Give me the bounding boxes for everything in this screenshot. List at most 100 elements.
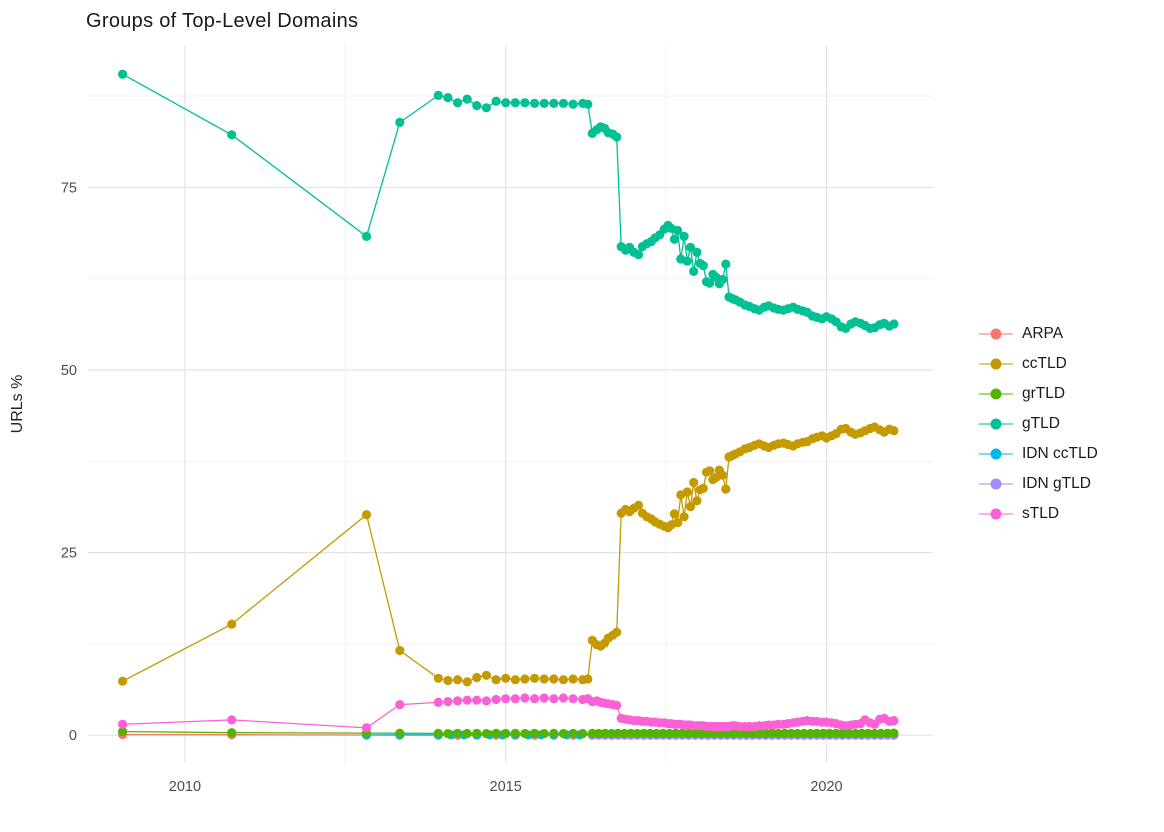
data-point-stld <box>472 696 481 705</box>
data-point-stld <box>530 694 539 703</box>
data-point-gtld <box>118 70 127 79</box>
data-point-cctld <box>453 675 462 684</box>
legend-key-idn-cctld <box>978 446 1014 462</box>
data-point-grtld <box>578 729 587 738</box>
data-point-gtld <box>511 98 520 107</box>
x-tick-label: 2020 <box>810 779 842 795</box>
data-point-grtld <box>395 729 404 738</box>
data-point-gtld <box>549 99 558 108</box>
data-point-cctld <box>889 426 898 435</box>
data-point-gtld <box>559 99 568 108</box>
data-point-stld <box>434 698 443 707</box>
legend-key-dot <box>991 509 1002 520</box>
x-tick-label: 2010 <box>169 779 201 795</box>
legend-item-idn-cctld: IDN ccTLD <box>978 439 1098 469</box>
data-point-stld <box>118 720 127 729</box>
data-point-gtld <box>699 261 708 270</box>
data-point-grtld <box>549 729 558 738</box>
legend-key-dot <box>991 329 1002 340</box>
series-stld <box>118 693 899 732</box>
legend-key-dot <box>991 359 1002 370</box>
data-point-gtld <box>689 267 698 276</box>
data-point-stld <box>889 716 898 725</box>
legend-item-grtld: grTLD <box>978 379 1098 409</box>
data-point-grtld <box>889 729 898 738</box>
legend-label: IDN gTLD <box>1022 475 1091 493</box>
x-tick-label: 2015 <box>490 779 522 795</box>
legend-key-dot <box>991 449 1002 460</box>
data-point-gtld <box>463 95 472 104</box>
data-point-cctld <box>520 674 529 683</box>
data-point-gtld <box>472 101 481 110</box>
series-gtld <box>118 70 899 333</box>
y-tick-label: 0 <box>69 728 77 744</box>
data-point-stld <box>395 700 404 709</box>
data-point-cctld <box>692 496 701 505</box>
gridlines <box>88 45 933 763</box>
data-point-cctld <box>689 478 698 487</box>
data-point-cctld <box>434 674 443 683</box>
data-point-grtld <box>492 729 501 738</box>
data-point-gtld <box>680 232 689 241</box>
data-point-gtld <box>718 275 727 284</box>
data-point-cctld <box>583 674 592 683</box>
data-point-gtld <box>569 100 578 109</box>
data-point-cctld <box>683 487 692 496</box>
data-point-cctld <box>705 466 714 475</box>
data-point-cctld <box>395 646 404 655</box>
legend-item-stld: sTLD <box>978 499 1098 529</box>
data-point-cctld <box>559 675 568 684</box>
data-point-stld <box>501 694 510 703</box>
data-point-gtld <box>634 250 643 259</box>
data-point-cctld <box>530 674 539 683</box>
legend-label: ccTLD <box>1022 355 1067 373</box>
y-tick-label: 75 <box>61 180 77 196</box>
data-point-gtld <box>482 103 491 112</box>
data-point-cctld <box>670 509 679 518</box>
legend-key-dot <box>991 479 1002 490</box>
data-point-cctld <box>569 674 578 683</box>
data-point-gtld <box>362 232 371 241</box>
data-series-layer <box>118 70 899 740</box>
legend-item-cctld: ccTLD <box>978 349 1098 379</box>
data-point-stld <box>520 693 529 702</box>
legend-label: ARPA <box>1022 325 1063 343</box>
legend-label: sTLD <box>1022 505 1059 523</box>
data-point-gtld <box>721 260 730 269</box>
legend: ARPA ccTLD grTLD gTLD IDN ccTLD IDN gTLD sTLD <box>978 319 1098 529</box>
data-point-stld <box>463 696 472 705</box>
data-point-grtld <box>434 729 443 738</box>
data-point-cctld <box>118 677 127 686</box>
data-point-cctld <box>443 676 452 685</box>
data-point-cctld <box>540 674 549 683</box>
data-point-grtld <box>227 728 236 737</box>
legend-key-arpa <box>978 326 1014 342</box>
data-point-gtld <box>530 99 539 108</box>
data-point-stld <box>492 695 501 704</box>
data-point-grtld <box>472 729 481 738</box>
data-point-stld <box>453 696 462 705</box>
y-tick-label: 25 <box>61 546 77 562</box>
data-point-gtld <box>583 100 592 109</box>
data-point-stld <box>612 701 621 710</box>
data-point-cctld <box>699 484 708 493</box>
data-point-grtld <box>453 729 462 738</box>
data-point-gtld <box>683 257 692 266</box>
legend-key-gtld <box>978 416 1014 432</box>
series-gtld-line <box>123 74 894 328</box>
legend-label: gTLD <box>1022 415 1060 433</box>
legend-item-idn-gtld: IDN gTLD <box>978 469 1098 499</box>
data-point-stld <box>227 715 236 724</box>
data-point-cctld <box>482 671 491 680</box>
legend-key-stld <box>978 506 1014 522</box>
data-point-gtld <box>612 132 621 141</box>
data-point-cctld <box>463 677 472 686</box>
legend-key-dot <box>991 419 1002 430</box>
data-point-gtld <box>889 319 898 328</box>
legend-key-cctld <box>978 356 1014 372</box>
data-point-cctld <box>612 628 621 637</box>
data-point-gtld <box>227 130 236 139</box>
data-point-stld <box>559 693 568 702</box>
data-point-cctld <box>501 674 510 683</box>
